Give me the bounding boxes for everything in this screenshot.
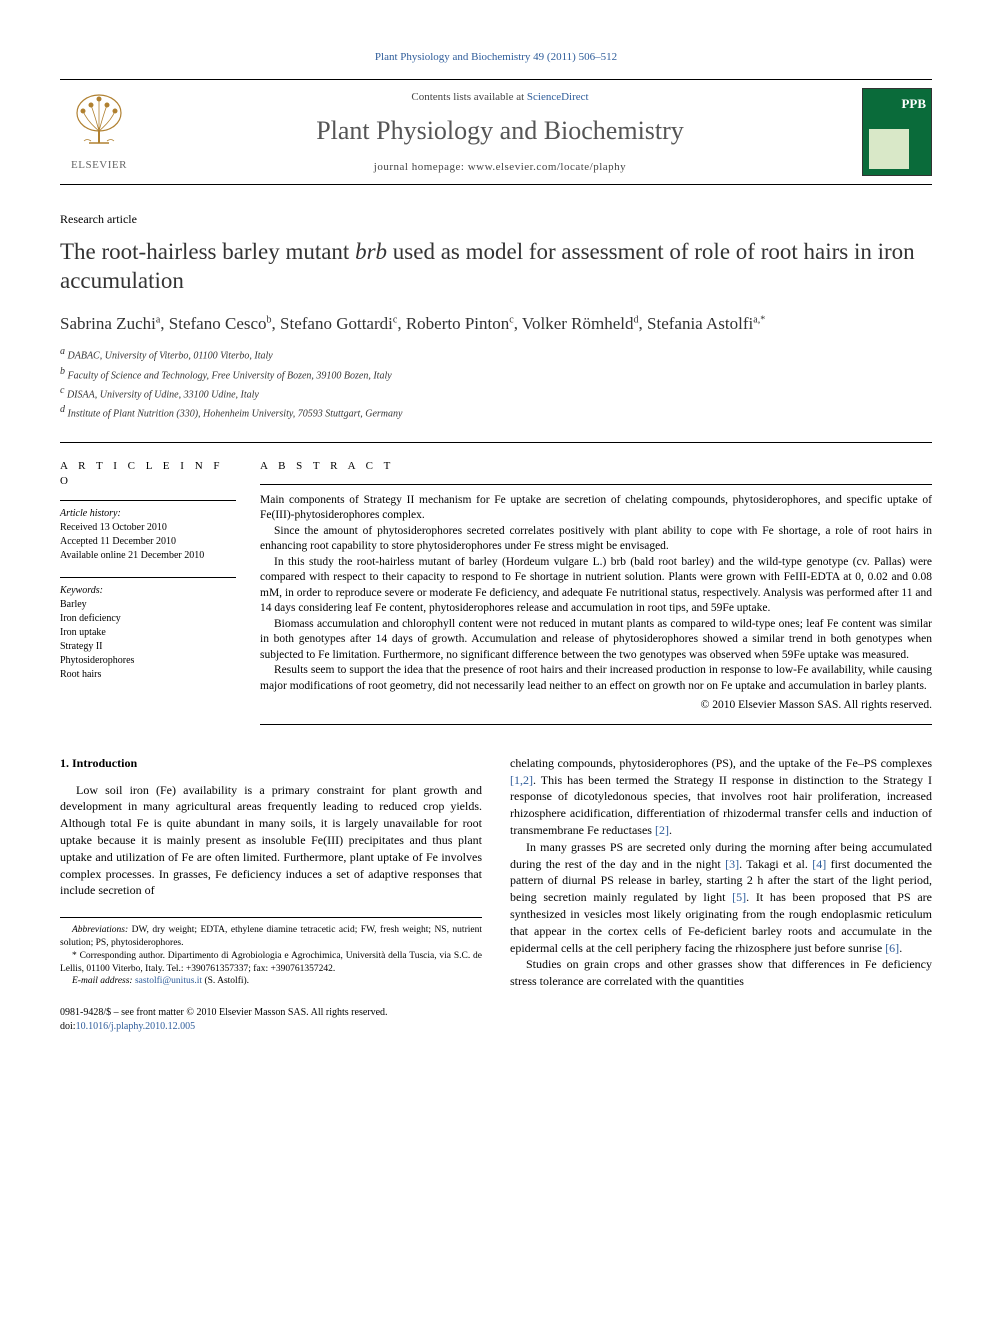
journal-header: ELSEVIER Contents lists available at Sci… [60,79,932,185]
keyword: Phytosiderophores [60,654,236,668]
abstract-p3: In this study the root-hairless mutant o… [260,555,932,617]
article-title: The root-hairless barley mutant brb used… [60,238,932,296]
body-left-column: 1. Introduction Low soil iron (Fe) avail… [60,755,482,990]
abstract-heading: A B S T R A C T [260,459,932,474]
email-label: E-mail address: [72,976,135,986]
cover-label: PPB [901,95,926,113]
article-type: Research article [60,211,932,228]
affiliation-list: a DABAC, University of Viterbo, 01100 Vi… [60,345,932,421]
publisher-name: ELSEVIER [60,158,138,173]
rp2e: . [899,941,902,955]
author: Stefano Gottardic [280,314,397,333]
abbreviations-footnote: Abbreviations: DW, dry weight; EDTA, eth… [60,924,482,950]
article-info-heading: A R T I C L E I N F O [60,459,236,490]
abstract-copyright: © 2010 Elsevier Masson SAS. All rights r… [260,698,932,714]
abstract-p2: Since the amount of phytosiderophores se… [260,524,932,555]
abstract-body: Main components of Strategy II mechanism… [260,484,932,714]
bottom-matter: 0981-9428/$ – see front matter © 2010 El… [60,1006,932,1033]
doi-prefix: doi: [60,1021,76,1032]
elsevier-tree-icon [69,91,129,151]
abstract-bottom-rule [260,724,932,725]
author: Stefano Cescob [169,314,272,333]
author: Sabrina Zuchia [60,314,160,333]
affiliation: c DISAA, University of Udine, 33100 Udin… [60,384,932,402]
doi-link[interactable]: 10.1016/j.plaphy.2010.12.005 [76,1021,196,1032]
rp2b: . Takagi et al. [739,857,812,871]
email-footnote: E-mail address: sastolfi@unitus.it (S. A… [60,975,482,988]
ref-3[interactable]: [3] [725,857,739,871]
abstract-column: A B S T R A C T Main components of Strat… [260,459,932,725]
keywords-label: Keywords: [60,584,236,598]
author: Stefania Astolfia,* [647,314,765,333]
abstract-p5: Results seem to support the idea that th… [260,663,932,694]
email-who: (S. Astolfi). [202,976,249,986]
article-history: Article history: Received 13 October 201… [60,500,236,563]
body-right-p2: In many grasses PS are secreted only dur… [510,839,932,957]
body-right-p3: Studies on grain crops and other grasses… [510,956,932,990]
abstract-p1: Main components of Strategy II mechanism… [260,493,932,524]
cover-inner-art [869,129,909,169]
ref-1-2[interactable]: [1,2] [510,773,533,787]
journal-name: Plant Physiology and Biochemistry [138,113,862,149]
affiliation: a DABAC, University of Viterbo, 01100 Vi… [60,345,932,363]
title-part-ital: brb [355,239,387,264]
abstract-p4: Biomass accumulation and chlorophyll con… [260,617,932,664]
rp1a: chelating compounds, phytosiderophores (… [510,756,932,770]
history-accepted: Accepted 11 December 2010 [60,535,236,549]
keyword: Iron deficiency [60,612,236,626]
journal-cover-thumb: PPB [862,88,932,176]
contents-list-line: Contents lists available at ScienceDirec… [138,90,862,105]
keyword: Barley [60,598,236,612]
keyword: Strategy II [60,640,236,654]
title-part-pre: The root-hairless barley mutant [60,239,355,264]
ref-2[interactable]: [2] [655,823,669,837]
homepage-prefix: journal homepage: [374,161,468,173]
keywords-block: Keywords: BarleyIron deficiencyIron upta… [60,577,236,682]
email-link[interactable]: sastolfi@unitus.it [135,976,202,986]
affiliation: b Faculty of Science and Technology, Fre… [60,365,932,383]
rp1c: . [669,823,672,837]
abbr-label: Abbreviations: [72,925,128,935]
sciencedirect-link[interactable]: ScienceDirect [527,91,589,103]
publisher-logo: ELSEVIER [60,91,138,174]
affiliation: d Institute of Plant Nutrition (330), Ho… [60,403,932,421]
keyword: Iron uptake [60,626,236,640]
front-matter-line: 0981-9428/$ – see front matter © 2010 El… [60,1006,932,1020]
breadcrumb-citation: Plant Physiology and Biochemistry 49 (20… [60,50,932,65]
body-columns: 1. Introduction Low soil iron (Fe) avail… [60,755,932,990]
doi-line: doi:10.1016/j.plaphy.2010.12.005 [60,1020,932,1034]
footnotes: Abbreviations: DW, dry weight; EDTA, eth… [60,917,482,988]
section-1-heading: 1. Introduction [60,755,482,772]
ref-6[interactable]: [6] [885,941,899,955]
corresponding-author-footnote: * Corresponding author. Dipartimento di … [60,950,482,976]
ref-4[interactable]: [4] [812,857,826,871]
ref-5[interactable]: [5] [732,890,746,904]
keyword: Root hairs [60,668,236,682]
author: Volker Römheldd [522,314,639,333]
article-info-column: A R T I C L E I N F O Article history: R… [60,459,260,725]
history-received: Received 13 October 2010 [60,521,236,535]
contents-prefix: Contents lists available at [411,91,526,103]
body-right-column: chelating compounds, phytosiderophores (… [510,755,932,990]
author-list: Sabrina Zuchia, Stefano Cescob, Stefano … [60,312,932,336]
history-online: Available online 21 December 2010 [60,549,236,563]
author: Roberto Pintonc [406,314,514,333]
body-right-p1: chelating compounds, phytosiderophores (… [510,755,932,839]
history-label: Article history: [60,507,236,521]
body-left-p1: Low soil iron (Fe) availability is a pri… [60,782,482,900]
journal-homepage: journal homepage: www.elsevier.com/locat… [138,160,862,175]
homepage-url: www.elsevier.com/locate/plaphy [468,161,626,173]
rp1b: . This has been termed the Strategy II r… [510,773,932,837]
